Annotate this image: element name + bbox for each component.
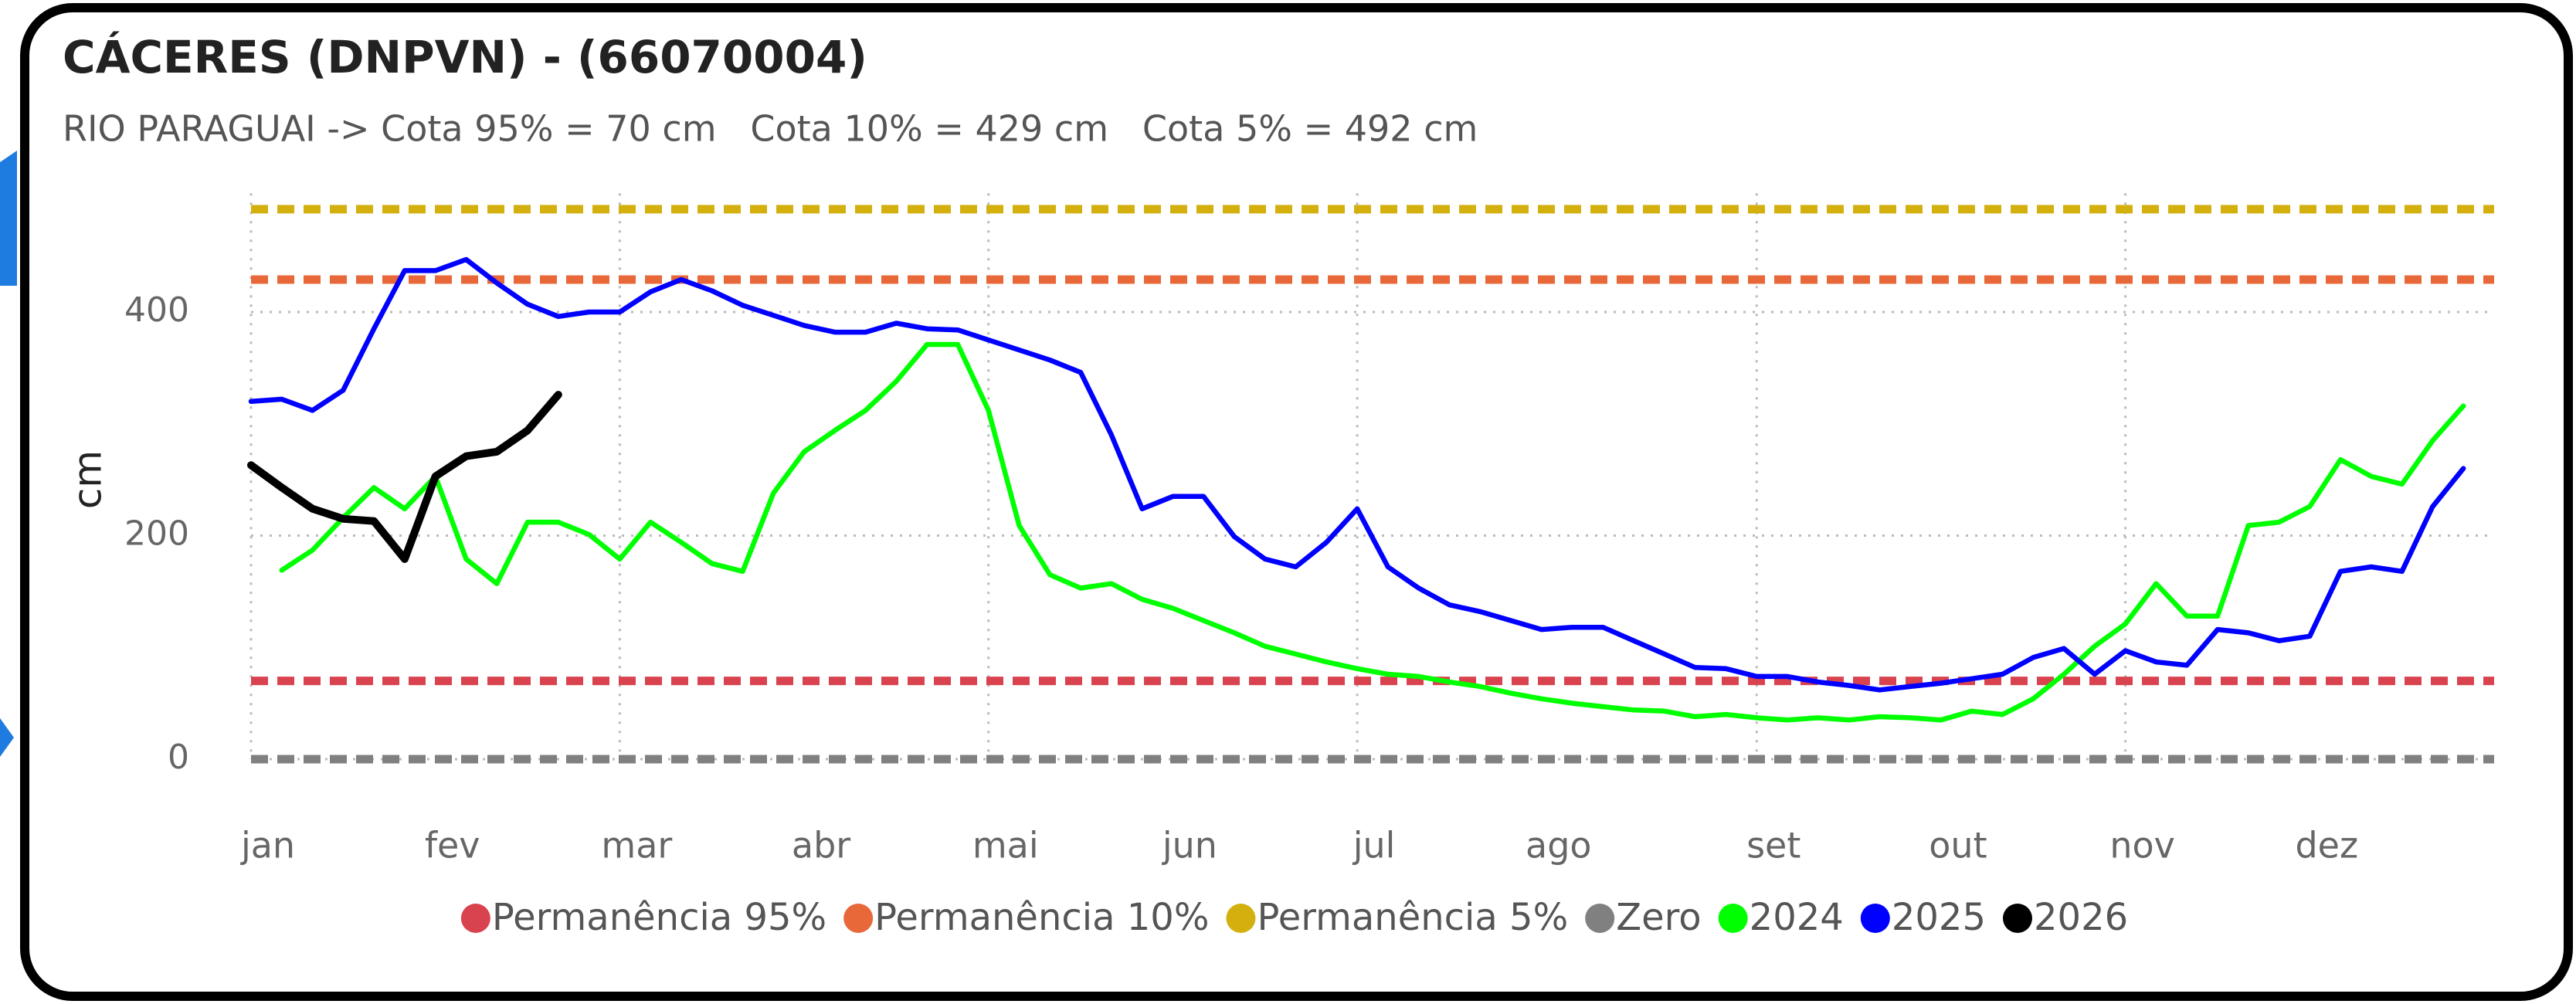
legend-marker — [460, 904, 490, 933]
x-tick-label: set — [1746, 825, 1800, 867]
legend-label: 2025 — [1892, 896, 1986, 939]
y-tick-label: 200 — [124, 514, 189, 554]
legend-marker — [1718, 904, 1748, 933]
legend-marker — [1860, 904, 1890, 933]
data-line — [247, 391, 562, 563]
legend-marker — [1226, 904, 1256, 933]
x-tick-label: mai — [972, 825, 1039, 867]
y-axis-label: cm — [66, 450, 110, 509]
legend: Permanência 95% Permanência 10% Permanênci… — [460, 896, 2128, 939]
legend-label: Permanência 5% — [1257, 896, 1568, 939]
legend-label: 2024 — [1750, 896, 1844, 939]
x-tick-label: mar — [601, 825, 672, 867]
x-tick-label: nov — [2109, 825, 2175, 867]
legend-label: Permanência 95% — [492, 896, 826, 939]
data-line — [248, 256, 2466, 693]
side-tab — [0, 718, 14, 757]
x-tick-label: ago — [1526, 825, 1592, 867]
card-border — [20, 3, 2573, 1001]
x-tick-label: fev — [425, 825, 480, 867]
legend-marker — [843, 904, 874, 933]
x-tick-label: jul — [1352, 825, 1396, 867]
chart-title: CÁCERES (DNPVN) - (66070004) — [63, 30, 867, 83]
x-tick-label: abr — [792, 825, 850, 867]
chart-subtitle: RIO PARAGUAI -> Cota 95% = 70 cm Cota 10… — [63, 108, 1478, 150]
legend-label: Zero — [1616, 896, 1701, 939]
legend-label: 2026 — [2034, 896, 2128, 939]
x-tick-label: jan — [240, 825, 295, 867]
x-tick-label: out — [1929, 825, 1987, 867]
legend-marker — [1585, 904, 1615, 933]
y-tick-label: 0 — [168, 738, 189, 777]
y-tick-label: 400 — [124, 290, 189, 330]
legend-label: Permanência 10% — [874, 896, 1209, 939]
data-line — [279, 341, 2466, 723]
x-tick-label: jun — [1162, 825, 1217, 867]
legend-marker — [2002, 904, 2032, 933]
side-tab — [0, 151, 17, 286]
x-tick-label: dez — [2295, 825, 2358, 867]
